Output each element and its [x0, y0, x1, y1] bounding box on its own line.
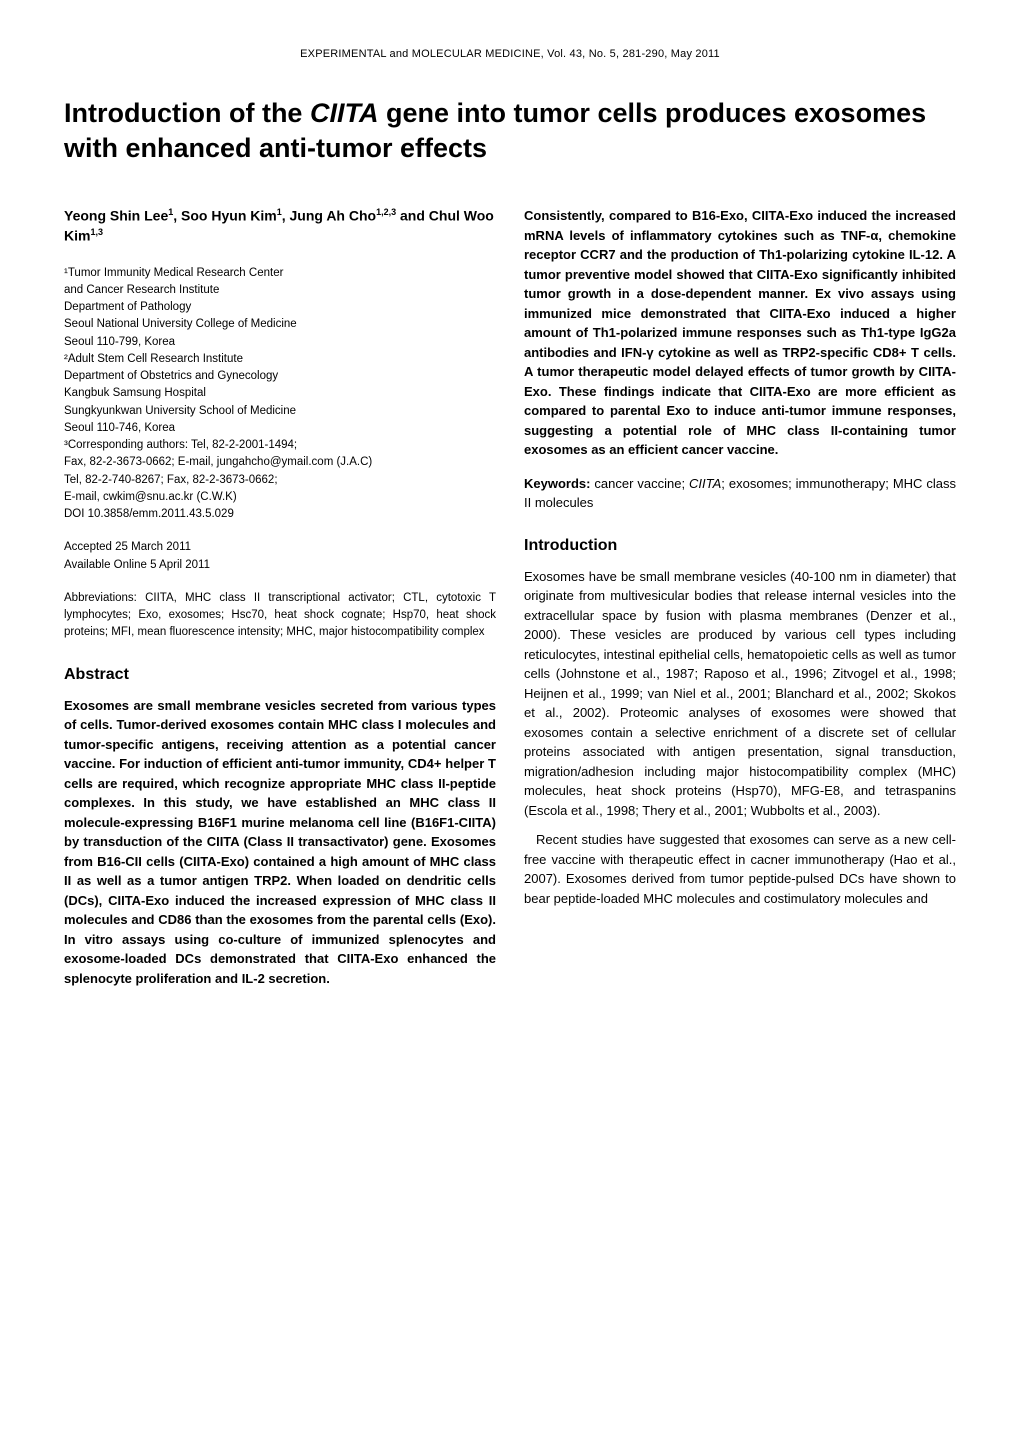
two-column-layout: Yeong Shin Lee1, Soo Hyun Kim1, Jung Ah … [64, 206, 956, 988]
affil-line: DOI 10.3858/emm.2011.43.5.029 [64, 506, 496, 523]
journal-header: EXPERIMENTAL and MOLECULAR MEDICINE, Vol… [64, 48, 956, 60]
affil-line: Tel, 82-2-740-8267; Fax, 82-2-3673-0662; [64, 472, 496, 489]
affil-line: Seoul National University College of Med… [64, 316, 496, 333]
intro-paragraph: Recent studies have suggested that exoso… [524, 830, 956, 908]
available-online-date: Available Online 5 April 2011 [64, 557, 496, 574]
affil-line: and Cancer Research Institute [64, 282, 496, 299]
publication-dates: Accepted 25 March 2011 Available Online … [64, 539, 496, 574]
introduction-body: Exosomes have be small membrane vesicles… [524, 567, 956, 909]
affil-line: Seoul 110-746, Korea [64, 420, 496, 437]
affil-line: E-mail, cwkim@snu.ac.kr (C.W.K) [64, 489, 496, 506]
accepted-date: Accepted 25 March 2011 [64, 539, 496, 556]
abstract-body-right: Consistently, compared to B16-Exo, CIITA… [524, 206, 956, 460]
affil-line: Department of Pathology [64, 299, 496, 316]
affil-line: ¹Tumor Immunity Medical Research Center [64, 265, 496, 282]
introduction-heading: Introduction [524, 537, 956, 555]
affil-line: Sungkyunkwan University School of Medici… [64, 403, 496, 420]
author-list: Yeong Shin Lee1, Soo Hyun Kim1, Jung Ah … [64, 206, 496, 247]
left-column: Yeong Shin Lee1, Soo Hyun Kim1, Jung Ah … [64, 206, 496, 988]
affiliations-block: ¹Tumor Immunity Medical Research Center … [64, 265, 496, 524]
affil-line: ³Corresponding authors: Tel, 82-2-2001-1… [64, 437, 496, 454]
abstract-heading: Abstract [64, 666, 496, 684]
article-title: Introduction of the CIITA gene into tumo… [64, 96, 956, 166]
abstract-body-left: Exosomes are small membrane vesicles sec… [64, 696, 496, 989]
affil-line: Seoul 110-799, Korea [64, 334, 496, 351]
affil-line: Department of Obstetrics and Gynecology [64, 368, 496, 385]
affil-line: Fax, 82-2-3673-0662; E-mail, jungahcho@y… [64, 454, 496, 471]
affil-line: ²Adult Stem Cell Research Institute [64, 351, 496, 368]
right-column: Consistently, compared to B16-Exo, CIITA… [524, 206, 956, 988]
abbreviations-block: Abbreviations: CIITA, MHC class II trans… [64, 590, 496, 642]
affil-line: Kangbuk Samsung Hospital [64, 385, 496, 402]
intro-paragraph: Exosomes have be small membrane vesicles… [524, 567, 956, 821]
keywords-block: Keywords: cancer vaccine; CIITA; exosome… [524, 474, 956, 513]
keywords-label: Keywords: [524, 476, 590, 491]
